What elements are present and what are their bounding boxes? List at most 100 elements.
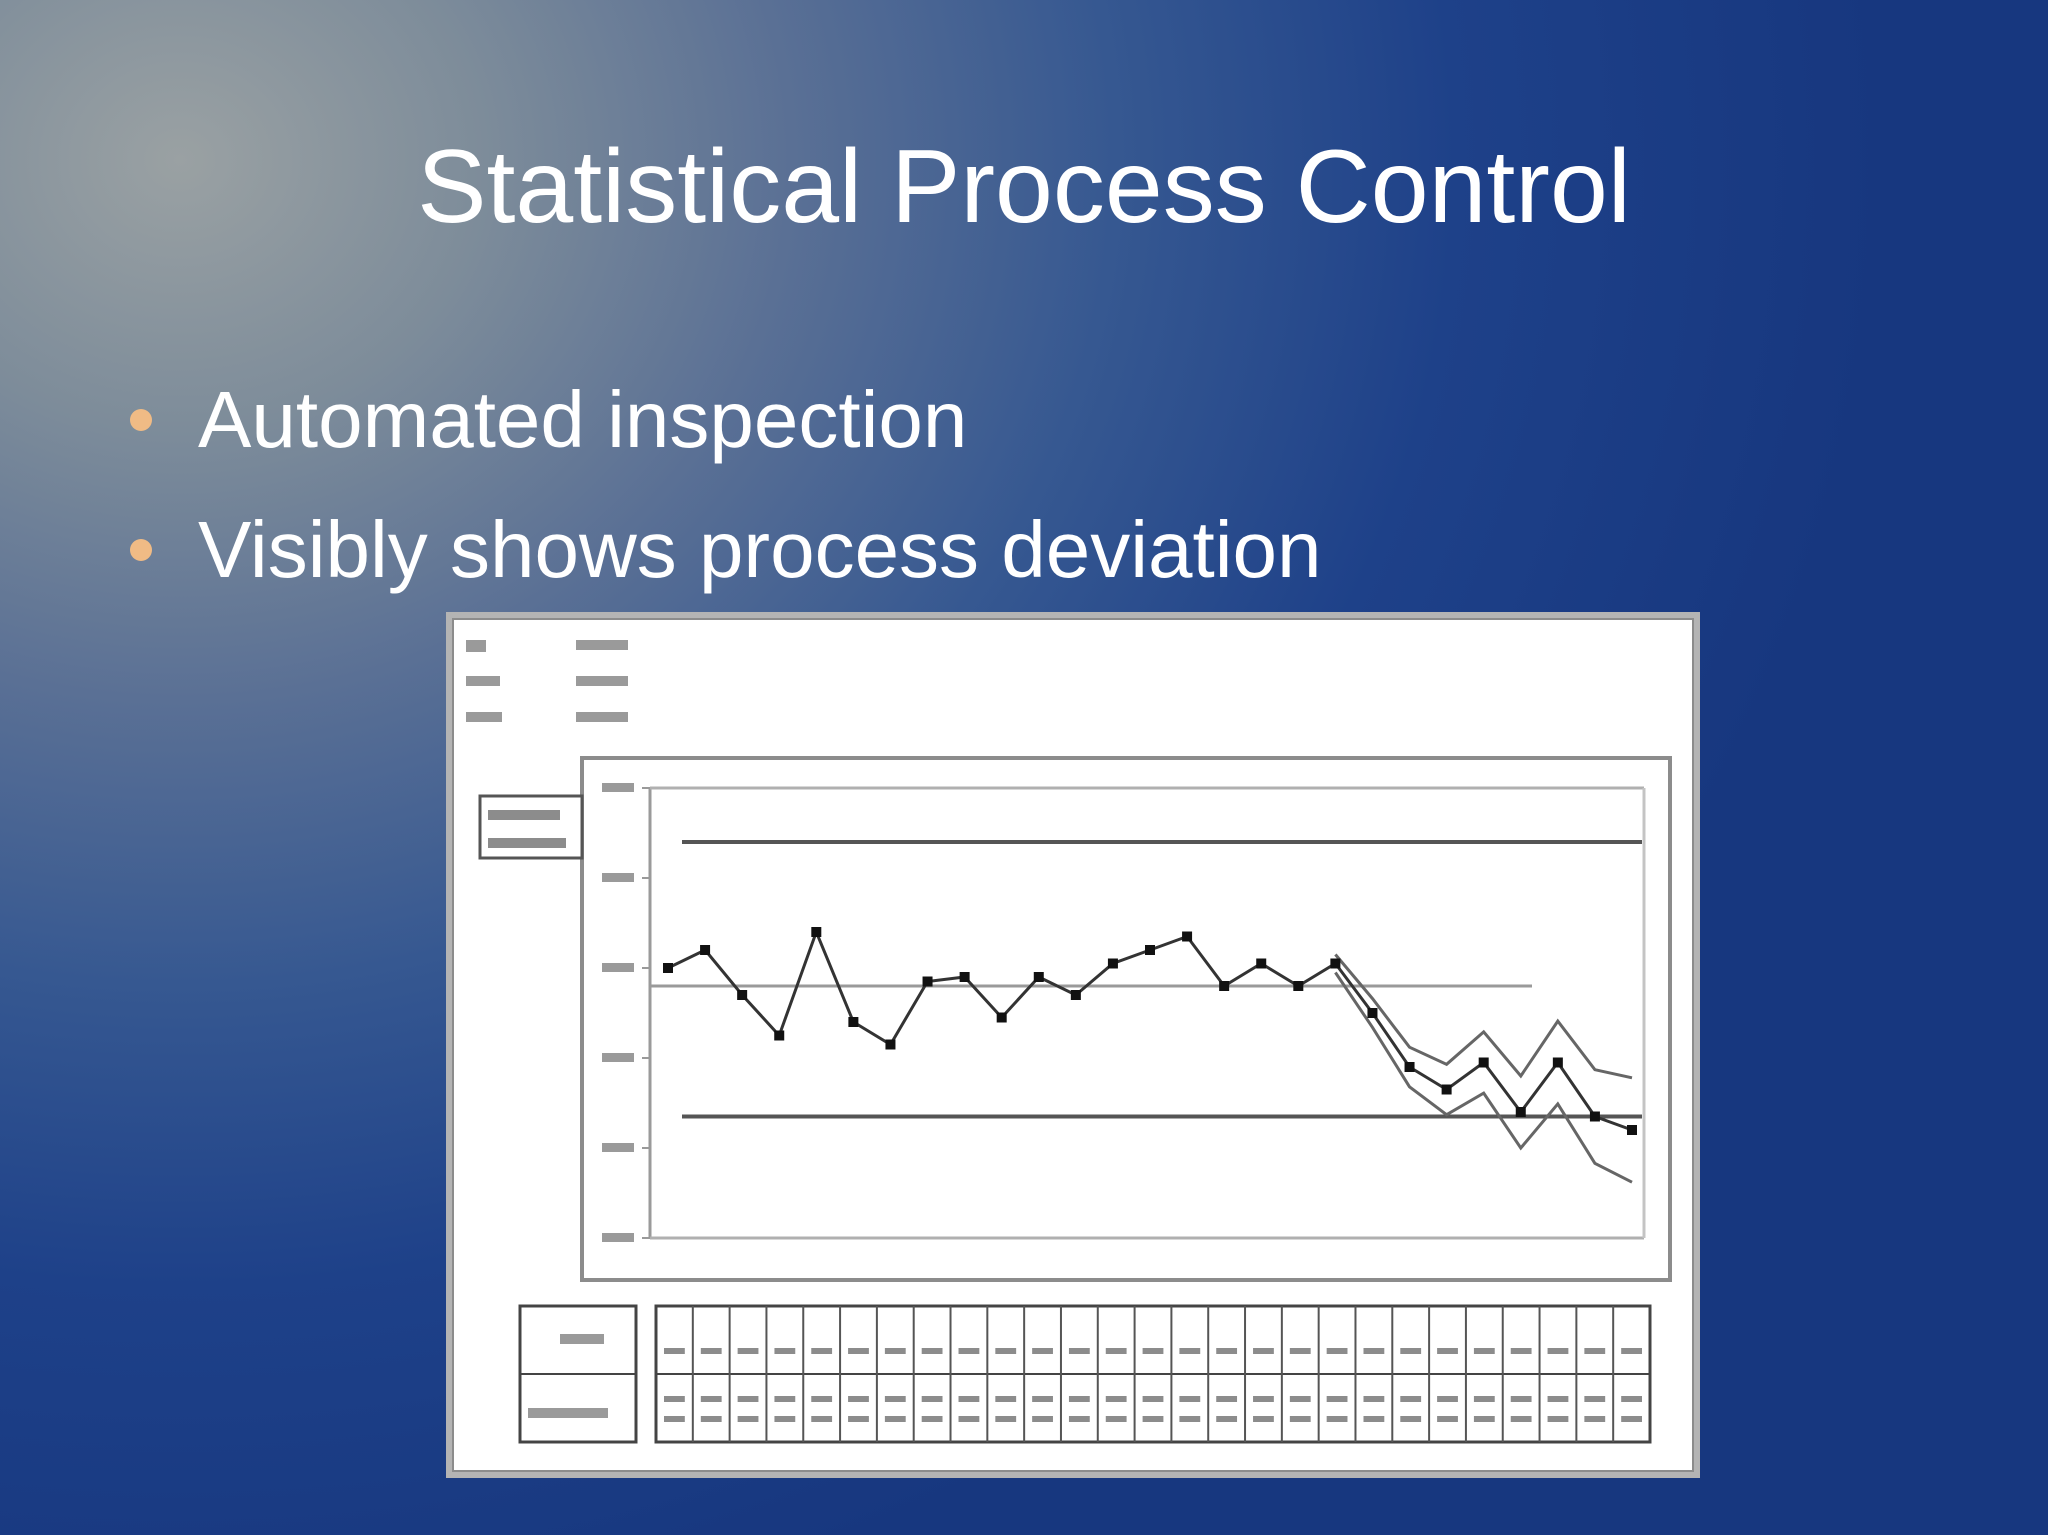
bullet-item: Visibly shows process deviation (120, 485, 1322, 615)
data-point (1441, 1084, 1452, 1095)
table-cell-blur (1032, 1396, 1053, 1402)
data-point (1182, 931, 1193, 942)
data-point (1107, 958, 1118, 969)
table-cell-blur (1363, 1396, 1385, 1402)
table-cell-blur (848, 1416, 869, 1422)
legend-entry-blur (488, 838, 566, 848)
stat-value-blur (576, 640, 628, 650)
table-cell-blur (811, 1348, 833, 1354)
data-point (1219, 981, 1230, 991)
data-point (1070, 990, 1081, 1000)
data-point (1033, 972, 1044, 982)
bullet-dot-icon (130, 409, 152, 431)
data-point (885, 1039, 896, 1050)
y-tick-label-blur (602, 873, 634, 882)
table-cell-blur (1584, 1348, 1606, 1354)
table-cell-blur (1510, 1396, 1532, 1402)
table-cell-blur (884, 1348, 906, 1354)
table-cell-blur (1510, 1348, 1532, 1354)
table-cell-blur (1621, 1348, 1642, 1354)
table-cell-blur (1289, 1416, 1311, 1422)
data-point (1367, 1008, 1378, 1018)
table-cell-blur (958, 1416, 980, 1422)
data-point (1589, 1111, 1600, 1122)
table-cell-blur (737, 1348, 759, 1354)
slide-title: Statistical Process Control (417, 129, 1631, 245)
table-cell-blur (1473, 1416, 1495, 1422)
table-cell-blur (958, 1348, 980, 1354)
projection-band-upper (1334, 953, 1633, 1080)
table-cell-blur (921, 1396, 943, 1402)
table-cell-blur (1216, 1396, 1238, 1402)
table-cell-blur (737, 1396, 759, 1402)
table-cell-blur (848, 1348, 869, 1354)
y-axis-ticks (602, 783, 650, 1242)
stat-value-blur (576, 676, 628, 686)
data-point (1145, 945, 1155, 955)
data-point (811, 927, 822, 937)
table-cell-blur (1363, 1348, 1385, 1354)
table-cell-blur (1400, 1348, 1422, 1354)
table-cell-blur (1621, 1416, 1642, 1422)
y-tick-label-blur (602, 963, 634, 972)
data-point (737, 990, 748, 1000)
stats-readout (466, 640, 628, 722)
table-cell-blur (1289, 1396, 1311, 1402)
table-cell-blur (921, 1416, 943, 1422)
table-cell-blur (1326, 1348, 1348, 1354)
table-cell-blur (1253, 1348, 1274, 1354)
data-point (1330, 958, 1341, 969)
table-cell-blur (1068, 1416, 1090, 1422)
table-cell-blur (848, 1396, 869, 1402)
table-cell-blur (737, 1416, 759, 1422)
table-cell-blur (1547, 1396, 1569, 1402)
stat-label-blur (466, 676, 500, 686)
data-point (996, 1012, 1007, 1023)
table-cell-blur (1510, 1416, 1532, 1422)
data-point (663, 963, 673, 973)
table-cell-blur (1253, 1396, 1274, 1402)
table-cell-blur (1179, 1396, 1201, 1402)
control-chart-image (446, 612, 1700, 1478)
data-point (959, 972, 970, 982)
table-cell-blur (1216, 1416, 1238, 1422)
stat-label-blur (466, 640, 486, 652)
table-cell-blur (1326, 1396, 1348, 1402)
stat-value-blur (576, 712, 628, 722)
table-cell-blur (1547, 1416, 1569, 1422)
table-cell-blur (884, 1416, 906, 1422)
table-cell-blur (1584, 1396, 1606, 1402)
table-cell-blur (1179, 1348, 1201, 1354)
bullet-dot-icon (130, 539, 152, 561)
table-cell-blur (1068, 1348, 1090, 1354)
table-cell-blur (958, 1396, 980, 1402)
data-point (922, 976, 933, 987)
data-point (1627, 1125, 1637, 1135)
data-point (848, 1017, 859, 1027)
table-cell-blur (1289, 1348, 1311, 1354)
table-cell-blur (921, 1348, 943, 1354)
table-cell-blur (1584, 1416, 1606, 1422)
bullet-text: Visibly shows process deviation (198, 505, 1322, 594)
table-cell-blur (1142, 1416, 1164, 1422)
table-cell-blur (774, 1396, 796, 1402)
table-cell-blur (1179, 1416, 1201, 1422)
legend-entry-blur (488, 810, 560, 820)
legend (478, 794, 584, 860)
y-tick-label-blur (602, 1143, 634, 1152)
table-cell-blur (995, 1396, 1017, 1402)
table-cell-blur (700, 1416, 722, 1422)
table-cell-blur (1105, 1416, 1127, 1422)
table-cell-blur (995, 1416, 1017, 1422)
table-cell-blur (1437, 1348, 1458, 1354)
table-cell-blur (811, 1416, 833, 1422)
table-cell-blur (1032, 1416, 1053, 1422)
table-cell-blur (1400, 1416, 1422, 1422)
data-point (1478, 1057, 1489, 1068)
table-cell-blur (884, 1396, 906, 1402)
data-point (1552, 1057, 1563, 1068)
table-cell-blur (1473, 1396, 1495, 1402)
control-chart (466, 640, 1672, 1444)
data-point (1515, 1107, 1526, 1117)
y-tick-label-blur (602, 783, 634, 792)
